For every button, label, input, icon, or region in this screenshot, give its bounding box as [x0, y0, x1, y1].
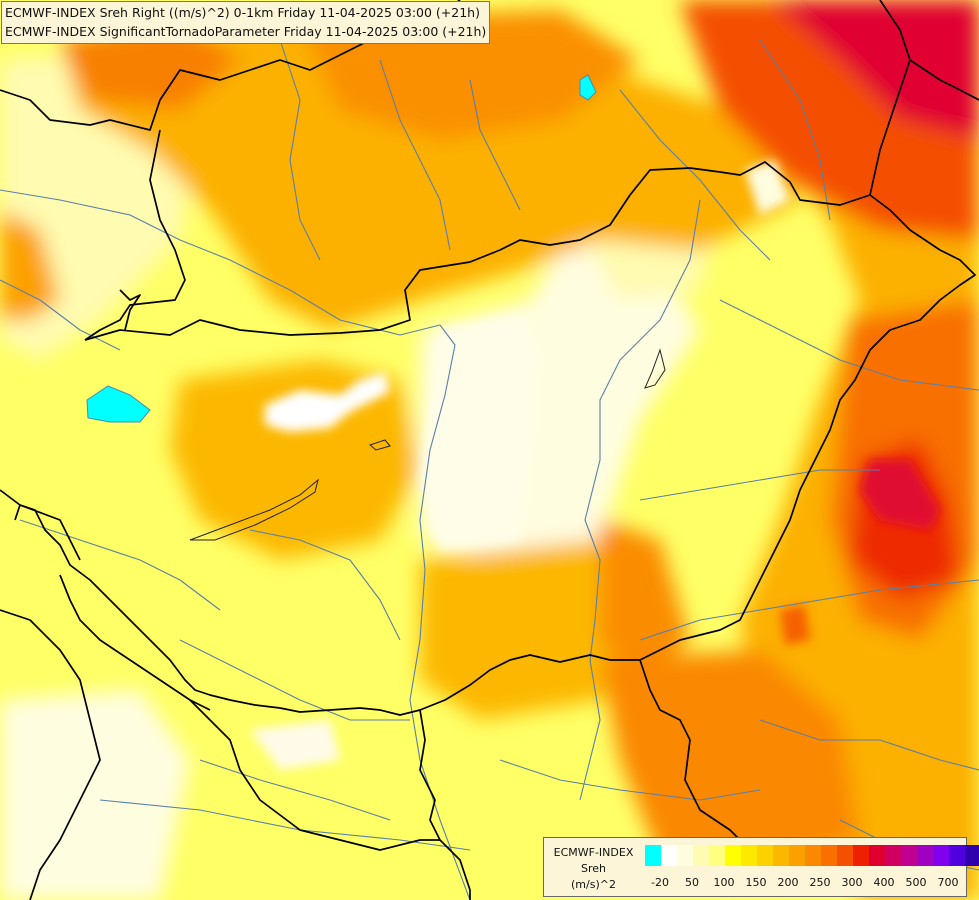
legend-tick-label: 50 [685, 876, 699, 889]
legend-swatch-9 [789, 845, 805, 866]
legend-tick-label: 700 [937, 876, 959, 889]
legend-label-line-3: (m/s)^2 [571, 878, 616, 891]
lake-balaton [189, 478, 319, 541]
orange-west-blob [0, 210, 60, 320]
border-hungary [14, 161, 976, 716]
orange-southeast [600, 650, 860, 880]
legend-tick-label: 100 [713, 876, 735, 889]
border-croatia-bosnia [189, 699, 440, 851]
orange-north-band [60, 20, 800, 330]
river-koros [639, 469, 880, 501]
legend-swatch-4 [709, 845, 725, 866]
legend-swatch-2 [677, 845, 693, 866]
legend-tick-label: 500 [905, 876, 927, 889]
legend-swatch-19 [949, 845, 965, 866]
legend-swatch-13 [853, 845, 869, 866]
crimson-core-east [860, 460, 940, 530]
legend-swatches [645, 845, 979, 866]
border-croatia [59, 574, 211, 711]
title-box: ECMWF-INDEX Sreh Right ((m/s)^2) 0-1km F… [1, 1, 491, 44]
orange-mid-west [170, 360, 420, 560]
river-northeast-2 [759, 39, 831, 221]
small-lakes [189, 348, 666, 541]
lake-west [86, 385, 151, 423]
orange-south-center [420, 540, 640, 720]
orange-south-east [600, 520, 690, 680]
river-south-2 [499, 759, 761, 801]
legend-swatch-15 [885, 845, 901, 866]
lake-north [579, 74, 597, 101]
legend-swatch-6 [741, 845, 757, 866]
legend-tick-label: -20 [651, 876, 669, 889]
legend-swatch-1 [661, 845, 677, 866]
legend-swatch-3 [693, 845, 709, 866]
lakes [86, 74, 597, 423]
river-east [719, 299, 979, 391]
legend-swatch-12 [837, 845, 853, 866]
legend-swatch-8 [773, 845, 789, 866]
border-west-vertical [84, 129, 186, 341]
sreh-accents [250, 160, 940, 770]
legend-swatch-7 [757, 845, 773, 866]
lake-tisza [644, 348, 666, 389]
border-north-west-loop [119, 289, 141, 331]
river-north-1 [279, 39, 321, 261]
legend-tick-label: 200 [777, 876, 799, 889]
legend-label-line-1: ECMWF-INDEX [553, 846, 634, 859]
legend-swatch-14 [869, 845, 885, 866]
legend-swatch-11 [821, 845, 837, 866]
legend-swatch-16 [901, 845, 917, 866]
river-north-2 [379, 59, 451, 251]
border-east-ukraine [909, 59, 979, 101]
river-north-3 [469, 79, 521, 211]
border-southwest [0, 609, 101, 900]
river-drava [179, 639, 410, 721]
river-southeast [759, 719, 979, 771]
legend-swatch-0 [645, 845, 661, 866]
river-south-1 [199, 759, 391, 821]
legend-swatch-5 [725, 845, 741, 866]
legend-tick-label: 250 [809, 876, 831, 889]
color-legend: ECMWF-INDEX Sreh (m/s)^2 -20 50 100 150 200 2… [543, 837, 979, 897]
legend-label-line-2: Sreh [580, 862, 606, 875]
river-balaton-outflow [249, 529, 401, 641]
legend-tick-label: 150 [745, 876, 767, 889]
crimson-northeast [770, 0, 979, 140]
title-line-1: ECMWF-INDEX Sreh Right ((m/s)^2) 0-1km F… [5, 5, 480, 20]
legend-swatch-10 [805, 845, 821, 866]
white-patch-south [250, 720, 340, 770]
white-patch-center [265, 372, 390, 432]
river-tisza [579, 199, 701, 801]
legend-tick-label: 400 [873, 876, 895, 889]
lake-velence [368, 439, 391, 451]
legend-tick-label: 300 [841, 876, 863, 889]
orange-spot-east [780, 605, 810, 645]
border-serbia-bosnia [419, 709, 471, 900]
pale-patch-southwest [0, 690, 190, 900]
border-austria-slovenia [0, 489, 81, 561]
river-northeast-1 [619, 89, 771, 261]
river-west-2 [19, 519, 221, 611]
river-west-1 [0, 279, 121, 351]
border-ukraine [869, 0, 911, 196]
title-line-2: ECMWF-INDEX SignificantTornadoParameter … [5, 24, 487, 39]
legend-swatch-17 [917, 845, 933, 866]
legend-swatch-18 [933, 845, 949, 866]
pale-strip-center [420, 315, 540, 550]
legend-swatch-20 [965, 845, 979, 866]
river-mures [639, 579, 979, 641]
river-danube [0, 189, 471, 900]
legend-ticks: -20 50 100 150 200 250 300 400 500 700 [645, 876, 965, 892]
